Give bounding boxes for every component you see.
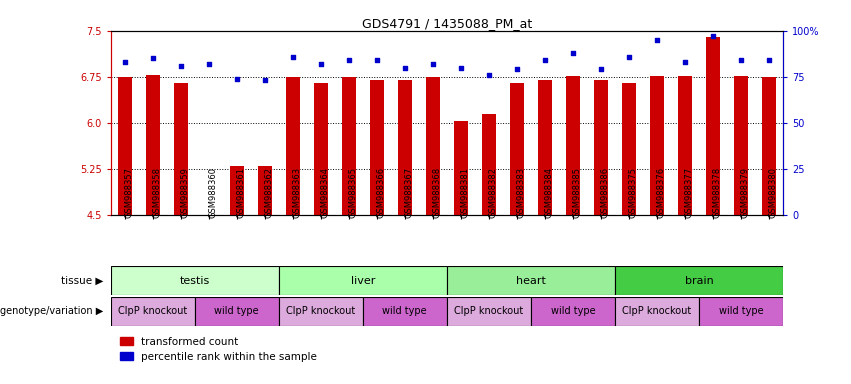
Text: brain: brain [684, 276, 713, 286]
Point [566, 50, 580, 56]
Text: testis: testis [180, 276, 210, 286]
Point [454, 65, 467, 71]
Bar [538, 80, 551, 215]
Bar [146, 75, 160, 215]
Text: GSM988376: GSM988376 [657, 166, 665, 217]
Text: wild type: wild type [551, 306, 595, 316]
Bar [454, 121, 468, 215]
Bar [230, 166, 243, 215]
FancyBboxPatch shape [531, 297, 614, 326]
Bar [174, 83, 188, 215]
Text: ClpP knockout: ClpP knockout [454, 306, 523, 316]
Text: GSM988375: GSM988375 [629, 167, 638, 217]
Point [258, 78, 271, 84]
Text: GSM988382: GSM988382 [488, 167, 498, 217]
Text: ClpP knockout: ClpP knockout [622, 306, 692, 316]
Text: GSM988363: GSM988363 [293, 166, 302, 217]
Point [146, 55, 159, 61]
Point [762, 57, 776, 63]
Text: GSM988377: GSM988377 [685, 166, 694, 217]
Bar [426, 77, 440, 215]
Point [594, 66, 608, 73]
FancyBboxPatch shape [363, 297, 447, 326]
FancyBboxPatch shape [447, 297, 531, 326]
Point [510, 66, 523, 73]
Bar [342, 77, 356, 215]
Title: GDS4791 / 1435088_PM_at: GDS4791 / 1435088_PM_at [362, 17, 532, 30]
Text: GSM988368: GSM988368 [433, 166, 442, 217]
Text: GSM988385: GSM988385 [573, 167, 582, 217]
Text: wild type: wild type [382, 306, 427, 316]
Text: GSM988362: GSM988362 [265, 167, 274, 217]
Point [622, 53, 636, 60]
FancyBboxPatch shape [111, 297, 195, 326]
Text: GSM988381: GSM988381 [460, 167, 470, 217]
Point [538, 57, 551, 63]
FancyBboxPatch shape [614, 297, 699, 326]
Text: genotype/variation ▶: genotype/variation ▶ [1, 306, 104, 316]
Text: GSM988386: GSM988386 [601, 166, 610, 217]
Text: wild type: wild type [214, 306, 259, 316]
Point [398, 65, 412, 71]
Text: GSM988379: GSM988379 [741, 167, 750, 217]
Bar [734, 76, 748, 215]
FancyBboxPatch shape [195, 297, 278, 326]
Legend: transformed count, percentile rank within the sample: transformed count, percentile rank withi… [116, 333, 321, 366]
Point [678, 59, 692, 65]
Bar [286, 77, 300, 215]
Bar [482, 114, 496, 215]
Text: GSM988357: GSM988357 [124, 167, 134, 217]
Bar [594, 80, 608, 215]
Point [706, 33, 720, 39]
Bar [650, 76, 664, 215]
FancyBboxPatch shape [699, 297, 783, 326]
FancyBboxPatch shape [447, 266, 614, 295]
Point [650, 37, 664, 43]
Text: heart: heart [516, 276, 545, 286]
Point [314, 61, 328, 67]
Text: ClpP knockout: ClpP knockout [286, 306, 356, 316]
Text: GSM988364: GSM988364 [321, 167, 329, 217]
Text: GSM988360: GSM988360 [208, 167, 218, 217]
Text: GSM988380: GSM988380 [769, 167, 778, 217]
Point [202, 61, 215, 67]
Bar [258, 166, 271, 215]
Bar [314, 83, 328, 215]
Text: tissue ▶: tissue ▶ [61, 276, 104, 286]
Point [117, 59, 131, 65]
Text: GSM988367: GSM988367 [405, 166, 414, 217]
Bar [705, 37, 720, 215]
Point [342, 57, 356, 63]
Text: GSM988378: GSM988378 [713, 166, 722, 217]
Text: GSM988358: GSM988358 [152, 167, 162, 217]
FancyBboxPatch shape [111, 266, 278, 295]
Bar [369, 80, 384, 215]
Bar [566, 76, 580, 215]
Bar [510, 83, 524, 215]
Text: GSM988384: GSM988384 [545, 167, 554, 217]
Text: ClpP knockout: ClpP knockout [118, 306, 187, 316]
FancyBboxPatch shape [278, 266, 447, 295]
Text: liver: liver [351, 276, 375, 286]
Bar [622, 83, 636, 215]
Text: GSM988361: GSM988361 [237, 167, 246, 217]
Bar [397, 80, 412, 215]
Text: GSM988366: GSM988366 [377, 166, 386, 217]
Bar [678, 76, 692, 215]
Point [286, 53, 300, 60]
FancyBboxPatch shape [278, 297, 363, 326]
Point [426, 61, 440, 67]
Text: GSM988383: GSM988383 [517, 166, 526, 217]
Point [370, 57, 384, 63]
Bar [762, 77, 776, 215]
FancyBboxPatch shape [614, 266, 783, 295]
Point [734, 57, 748, 63]
Text: GSM988359: GSM988359 [180, 167, 190, 217]
Text: wild type: wild type [718, 306, 763, 316]
Point [174, 63, 187, 69]
Bar [117, 77, 132, 215]
Point [482, 72, 495, 78]
Text: GSM988365: GSM988365 [349, 167, 357, 217]
Point [230, 76, 243, 82]
